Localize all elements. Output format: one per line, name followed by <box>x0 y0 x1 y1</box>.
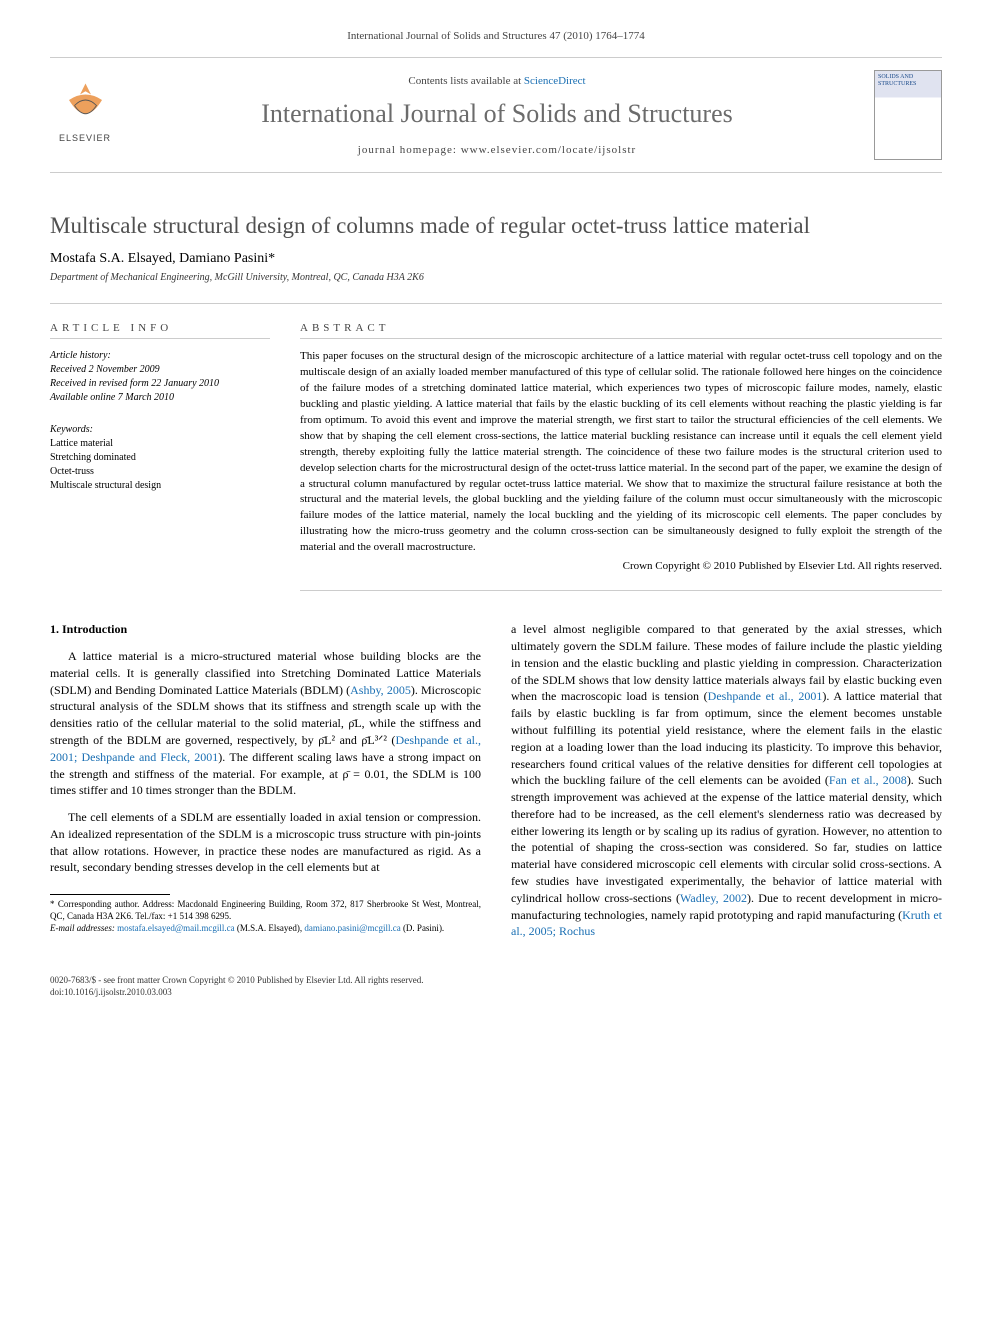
elsevier-label: ELSEVIER <box>59 133 111 143</box>
elsevier-logo: ELSEVIER <box>50 78 120 153</box>
abstract-text: This paper focuses on the structural des… <box>300 349 942 591</box>
authors: Mostafa S.A. Elsayed, Damiano Pasini* <box>50 251 942 267</box>
journal-cover-thumbnail: SOLIDS AND STRUCTURES <box>874 70 942 160</box>
keywords-label: Keywords: <box>50 423 270 437</box>
journal-header-box: ELSEVIER Contents lists available at Sci… <box>50 57 942 173</box>
journal-homepage: journal homepage: www.elsevier.com/locat… <box>135 144 859 156</box>
page-footer: 0020-7683/$ - see front matter Crown Cop… <box>50 975 942 998</box>
citation-link[interactable]: Fan et al., 2008 <box>829 773 907 787</box>
journal-header-center: Contents lists available at ScienceDirec… <box>135 75 859 156</box>
body-text: ). Such strength improvement was achieve… <box>511 773 942 905</box>
article-info-heading: article info <box>50 322 270 339</box>
abstract-heading: abstract <box>300 322 942 339</box>
body-paragraph: The cell elements of a SDLM are essentia… <box>50 809 481 876</box>
section-heading-1: 1. Introduction <box>50 621 481 638</box>
email-label: E-mail addresses: <box>50 923 115 933</box>
history-label: Article history: <box>50 349 270 363</box>
keyword-item: Stretching dominated <box>50 451 270 465</box>
abstract-column: abstract This paper focuses on the struc… <box>300 322 942 591</box>
author-names: Mostafa S.A. Elsayed, Damiano Pasini <box>50 251 268 266</box>
contents-prefix: Contents lists available at <box>408 75 523 87</box>
corresponding-author: * Corresponding author. Address: Macdona… <box>50 899 481 922</box>
left-column: 1. Introduction A lattice material is a … <box>50 621 481 950</box>
keyword-item: Lattice material <box>50 437 270 451</box>
article-info-column: article info Article history: Received 2… <box>50 322 270 591</box>
sciencedirect-link[interactable]: ScienceDirect <box>524 75 586 87</box>
footnote-emails: E-mail addresses: mostafa.elsayed@mail.m… <box>50 923 481 935</box>
history-revised: Received in revised form 22 January 2010 <box>50 377 270 391</box>
header-citation: International Journal of Solids and Stru… <box>50 30 942 42</box>
footnote-rule <box>50 894 170 895</box>
affiliation: Department of Mechanical Engineering, Mc… <box>50 272 942 283</box>
keyword-item: Octet-truss <box>50 465 270 479</box>
body-paragraph: a level almost negligible compared to th… <box>511 621 942 940</box>
footnote: * Corresponding author. Address: Macdona… <box>50 899 481 934</box>
citation-link[interactable]: Wadley, 2002 <box>680 891 747 905</box>
citation-link[interactable]: Ashby, 2005 <box>350 683 411 697</box>
journal-home-prefix: journal homepage: <box>358 144 461 156</box>
article-history: Article history: Received 2 November 200… <box>50 349 270 405</box>
history-received: Received 2 November 2009 <box>50 363 270 377</box>
article-title: Multiscale structural design of columns … <box>50 213 942 239</box>
right-column: a level almost negligible compared to th… <box>511 621 942 950</box>
body-paragraph: A lattice material is a micro-structured… <box>50 648 481 799</box>
journal-home-url[interactable]: www.elsevier.com/locate/ijsolstr <box>461 144 636 156</box>
email-link[interactable]: mostafa.elsayed@mail.mcgill.ca <box>117 923 235 933</box>
citation-link[interactable]: Deshpande et al., 2001 <box>708 689 823 703</box>
corresponding-marker: * <box>268 251 275 266</box>
issn-line: 0020-7683/$ - see front matter Crown Cop… <box>50 975 942 987</box>
meta-abstract-row: article info Article history: Received 2… <box>50 303 942 591</box>
history-online: Available online 7 March 2010 <box>50 391 270 405</box>
journal-name: International Journal of Solids and Stru… <box>135 99 859 129</box>
keywords: Keywords: Lattice material Stretching do… <box>50 423 270 493</box>
email-name: (D. Pasini). <box>401 923 445 933</box>
abstract-copyright: Crown Copyright © 2010 Published by Else… <box>300 559 942 575</box>
doi-line: doi:10.1016/j.ijsolstr.2010.03.003 <box>50 987 942 999</box>
email-link[interactable]: damiano.pasini@mcgill.ca <box>304 923 400 933</box>
body-columns: 1. Introduction A lattice material is a … <box>50 621 942 950</box>
keyword-item: Multiscale structural design <box>50 479 270 493</box>
email-name: (M.S.A. Elsayed), <box>235 923 305 933</box>
abstract-body: This paper focuses on the structural des… <box>300 350 942 553</box>
contents-line: Contents lists available at ScienceDirec… <box>135 75 859 87</box>
